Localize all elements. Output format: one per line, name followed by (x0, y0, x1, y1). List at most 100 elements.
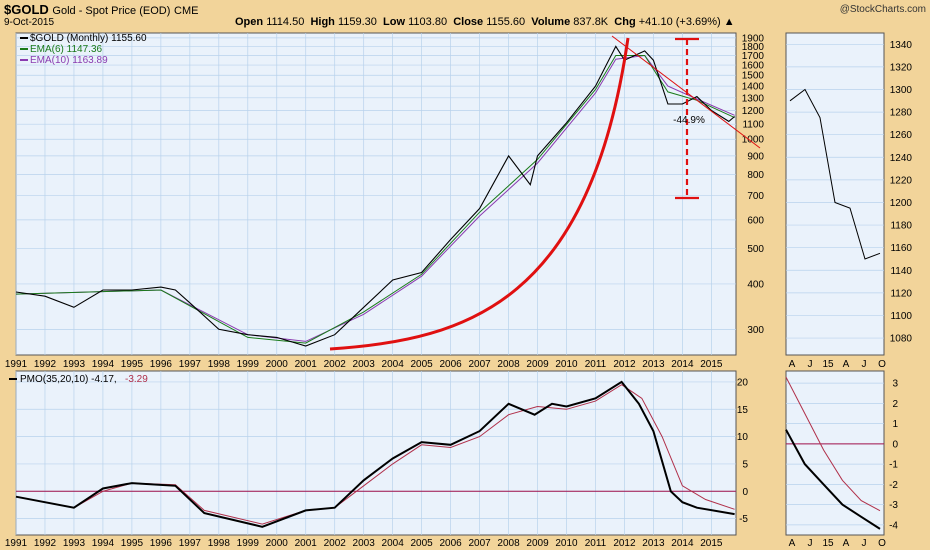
triangle-up-icon: ▲ (723, 16, 735, 28)
pmo-x-tick: 2013 (642, 538, 665, 549)
pmo-y-tick: 15 (737, 405, 749, 416)
daily-price-line (789, 88, 881, 260)
price-y-tick: 1600 (742, 61, 765, 72)
daily-x-tick: A (789, 359, 796, 370)
daily-price-y-tick: 1200 (890, 198, 913, 209)
pmo-x-tick: 2004 (382, 538, 405, 549)
daily-pmo-panel (785, 370, 885, 536)
pmo-x-tick: 2014 (671, 538, 694, 549)
price-x-tick: 1998 (208, 359, 231, 370)
price-y-tick: 1900 (742, 33, 765, 44)
daily-pmo-x-tick: 15 (822, 538, 834, 549)
pmo-x-tick: 2010 (555, 538, 578, 549)
volume-label: Volume (531, 16, 571, 28)
price-y-tick: 500 (747, 244, 764, 255)
daily-pmo-y-tick: 0 (892, 439, 898, 450)
pmo-x-tick: 2015 (700, 538, 723, 549)
pmo-x-tick: 1998 (208, 538, 231, 549)
price-x-tick: 2009 (526, 359, 549, 370)
daily-pmo-y-tick: 3 (892, 379, 898, 390)
daily-price-y-tick: 1220 (890, 175, 913, 186)
daily-pmo-y-tick: 2 (892, 399, 898, 410)
symbol-title: $GOLD Gold - Spot Price (EOD) CME (4, 2, 198, 17)
legend-entry: EMA(6) 1147.36 (30, 44, 103, 55)
price-x-tick: 2015 (700, 359, 723, 370)
pmo-y-tick: 20 (737, 377, 749, 388)
close-value: 1155.60 (486, 16, 526, 28)
price-x-tick: 2001 (295, 359, 318, 370)
chart-date: 9-Oct-2015 (4, 17, 55, 28)
high-label: High (310, 16, 335, 28)
price-y-tick: 1200 (742, 106, 765, 117)
legend-entry: EMA(10) 1163.89 (30, 55, 108, 66)
daily-price-y-tick: 1320 (890, 62, 913, 73)
ema6-line (15, 55, 735, 344)
pmo-x-tick: 2007 (468, 538, 491, 549)
pmo-x-tick: 1999 (237, 538, 260, 549)
daily-x-tick: J (808, 359, 813, 370)
price-y-tick: 700 (747, 191, 764, 202)
open-label: Open (235, 16, 264, 28)
pmo-y-tick: -5 (739, 514, 748, 525)
pmo-x-tick: 2006 (439, 538, 462, 549)
price-x-tick: 1995 (121, 359, 144, 370)
daily-pmo-y-tick: -1 (889, 460, 898, 471)
pmo-legend: PMO(35,20,10) -4.17, (20, 374, 117, 385)
chg-value: +41.10 (+3.69%) (638, 16, 721, 28)
price-x-tick: 2002 (324, 359, 347, 370)
volume-value: 837.8K (573, 16, 609, 28)
pmo-x-tick: 2002 (324, 538, 347, 549)
pmo-x-tick: 2003 (353, 538, 376, 549)
daily-price-y-tick: 1280 (890, 108, 913, 119)
price-y-tick: 400 (747, 279, 764, 290)
price-x-tick: 2007 (468, 359, 491, 370)
ohlc-readout: Open 1114.50 High 1159.30 Low 1103.80 Cl… (235, 16, 735, 28)
pmo-y-tick: 10 (737, 432, 749, 443)
price-y-tick: 1400 (742, 82, 765, 93)
price-y-tick: 1800 (742, 42, 765, 53)
pmo-x-tick: 1993 (63, 538, 86, 549)
price-y-tick: 600 (747, 215, 764, 226)
pmo-x-tick: 1997 (179, 538, 202, 549)
credit: @StockCharts.com (839, 4, 926, 15)
daily-pmo-x-tick: O (878, 538, 886, 549)
legend-entry: $GOLD (Monthly) 1155.60 (30, 33, 147, 44)
pmo-x-tick: 1995 (121, 538, 144, 549)
price-x-tick: 1996 (150, 359, 173, 370)
price-x-tick: 1992 (34, 359, 57, 370)
symbol: $GOLD (4, 2, 49, 17)
daily-pmo-x-tick: J (862, 538, 867, 549)
parabolic-curve (329, 37, 630, 351)
daily-price-y-tick: 1260 (890, 130, 913, 141)
daily-pmo-y-tick: -2 (889, 480, 898, 491)
pmo-x-tick: 2000 (266, 538, 289, 549)
daily-x-tick: 15 (822, 359, 834, 370)
high-value: 1159.30 (337, 16, 377, 28)
price-x-tick: 1994 (92, 359, 115, 370)
daily-price-y-tick: 1100 (890, 311, 912, 322)
daily-price-y-tick: 1180 (890, 221, 912, 232)
daily-price-y-tick: 1140 (890, 266, 912, 277)
price-x-tick: 1999 (237, 359, 260, 370)
pmo-x-tick: 2001 (295, 538, 318, 549)
daily-price-y-tick: 1080 (890, 334, 913, 345)
daily-pmo-y-tick: -3 (889, 500, 898, 511)
pmo-signal-legend: -3.29 (125, 374, 148, 385)
price-x-tick: 1993 (63, 359, 86, 370)
price-y-tick: 1300 (742, 93, 765, 104)
price-y-tick: 1500 (742, 71, 765, 82)
price-x-tick: 2006 (439, 359, 462, 370)
symbol-description: Gold - Spot Price (EOD) (52, 5, 171, 17)
daily-price-y-tick: 1160 (890, 243, 912, 254)
open-value: 1114.50 (266, 16, 305, 28)
price-panel (15, 32, 737, 356)
pmo-x-tick: 1992 (34, 538, 57, 549)
pmo-x-tick: 2012 (613, 538, 636, 549)
exchange: CME (174, 5, 199, 17)
chg-label: Chg (614, 16, 636, 28)
pmo-x-tick: 2009 (526, 538, 549, 549)
price-y-tick: 1000 (742, 135, 765, 146)
pmo-x-tick: 1994 (92, 538, 115, 549)
pmo-x-tick: 1991 (5, 538, 28, 549)
